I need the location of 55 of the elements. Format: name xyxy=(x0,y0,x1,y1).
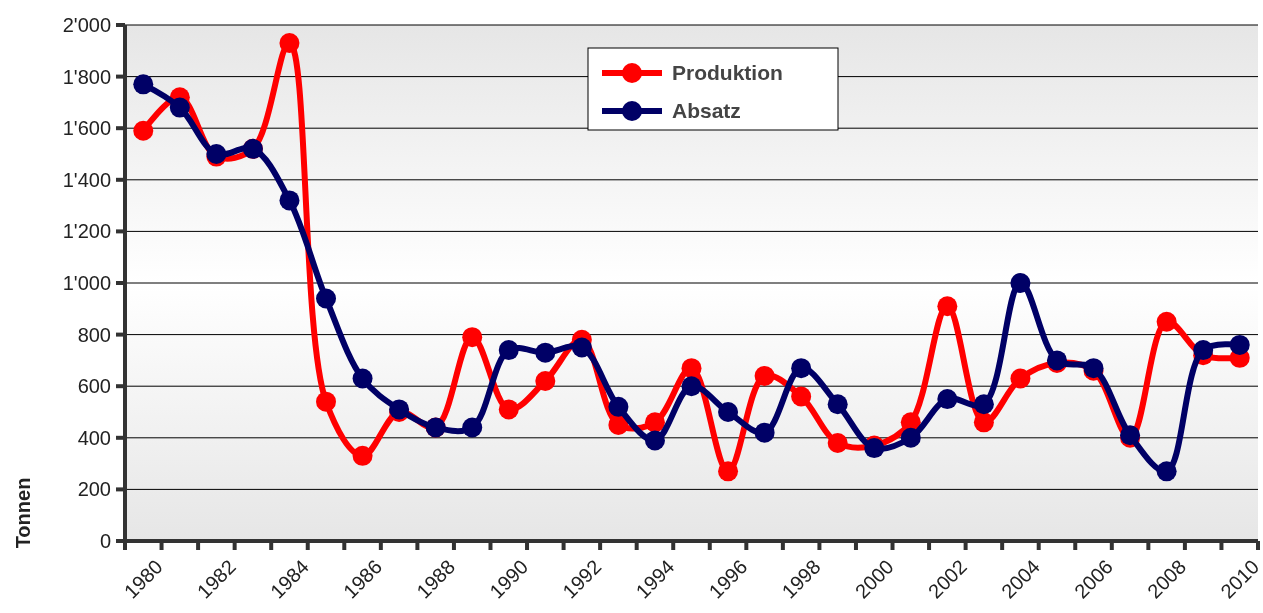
point xyxy=(608,396,629,417)
point xyxy=(316,391,337,412)
y-tick-label: 600 xyxy=(77,375,111,398)
point xyxy=(791,386,812,407)
point xyxy=(644,412,665,433)
point xyxy=(791,358,812,379)
point xyxy=(681,376,702,397)
y-tick-label: 2'000 xyxy=(62,14,111,36)
point xyxy=(462,417,483,438)
y-tick-label: 400 xyxy=(77,426,111,449)
point xyxy=(718,461,739,482)
point xyxy=(827,394,848,415)
point xyxy=(1010,368,1031,389)
point xyxy=(169,97,190,118)
y-tick-label: 1'400 xyxy=(62,168,111,191)
y-tick-label: 1'800 xyxy=(62,65,111,88)
point xyxy=(352,368,373,389)
point xyxy=(900,427,921,448)
point xyxy=(352,445,373,466)
y-tick-label: 200 xyxy=(77,478,111,501)
point xyxy=(754,365,775,386)
point xyxy=(462,327,483,348)
point xyxy=(279,190,300,211)
y-tick-label: 1'200 xyxy=(62,220,111,243)
point xyxy=(133,74,154,95)
point xyxy=(718,402,739,422)
point xyxy=(1010,273,1031,293)
point xyxy=(535,342,556,363)
legend-label: Produktion xyxy=(672,61,783,85)
point xyxy=(1156,461,1177,482)
y-tick-label: 0 xyxy=(99,530,111,552)
y-tick-label: 1'600 xyxy=(62,117,111,140)
point xyxy=(498,399,519,420)
point xyxy=(535,371,556,392)
point xyxy=(571,337,592,358)
legend-label: Absatz xyxy=(672,99,741,123)
point xyxy=(133,120,154,141)
y-axis-title: Tonnen xyxy=(12,477,34,549)
point xyxy=(973,394,994,415)
point xyxy=(973,412,994,433)
point xyxy=(754,422,775,443)
point xyxy=(316,288,337,309)
point xyxy=(279,33,300,54)
point xyxy=(498,340,519,361)
point xyxy=(1193,340,1214,361)
point xyxy=(1156,311,1177,332)
point xyxy=(644,430,665,451)
point xyxy=(937,389,958,410)
point xyxy=(827,432,848,453)
point xyxy=(681,358,702,379)
point xyxy=(608,414,629,435)
y-tick-label: 800 xyxy=(77,323,111,346)
y-tick-label: 1'000 xyxy=(62,272,111,294)
point xyxy=(1229,334,1250,355)
point xyxy=(937,296,958,317)
